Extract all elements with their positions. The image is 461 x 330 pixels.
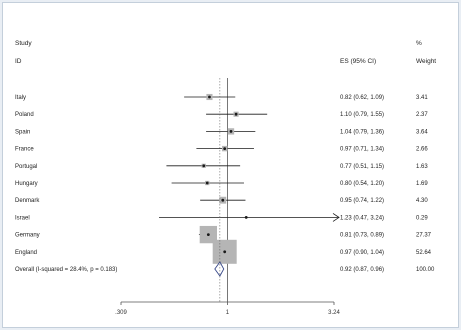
- header-weight: Weight: [416, 58, 436, 65]
- study-label: Hungary: [15, 181, 38, 187]
- es-ci-text: 0.95 (0.74, 1.22): [340, 198, 384, 204]
- overall-label: Overall (I-squared = 28.4%, p = 0.183): [15, 267, 117, 273]
- plot-layer: Italy 0.82 (0.62, 1.09) 3.41 Poland 1.10 (0.…: [15, 78, 435, 316]
- point-estimate: [244, 216, 248, 219]
- weight-text: 2.37: [416, 112, 428, 118]
- overall-es-ci-text: 0.92 (0.87, 0.96): [340, 267, 384, 273]
- es-ci-text: 0.97 (0.71, 1.34): [340, 147, 384, 153]
- weight-text: 4.30: [416, 198, 428, 204]
- ci-arrow: [332, 213, 340, 222]
- es-ci-text: 0.81 (0.73, 0.89): [340, 233, 384, 239]
- es-ci-text: 0.80 (0.54, 1.20): [340, 181, 384, 187]
- overall-diamond: [214, 261, 225, 277]
- x-tick-label: 3.24: [328, 310, 340, 316]
- x-tick-label: .309: [115, 310, 127, 316]
- header-study: Study: [15, 40, 32, 47]
- weight-text: 3.41: [416, 95, 428, 101]
- weight-text: 1.63: [416, 164, 428, 170]
- weight-text: 1.69: [416, 181, 428, 187]
- es-ci-text: 0.97 (0.90, 1.04): [340, 250, 384, 256]
- study-label: England: [15, 250, 37, 256]
- study-label: Spain: [15, 129, 30, 135]
- weight-text: 2.66: [416, 147, 428, 153]
- weight-text: 27.37: [416, 233, 432, 239]
- weight-text: 0.29: [416, 215, 428, 221]
- point-estimate: [208, 95, 211, 99]
- point-estimate: [221, 198, 225, 202]
- study-label: Denmark: [15, 198, 40, 204]
- point-estimate: [234, 112, 238, 116]
- point-estimate: [223, 250, 227, 254]
- point-estimate: [229, 130, 233, 133]
- point-estimate: [205, 181, 209, 185]
- study-label: Poland: [15, 112, 34, 118]
- es-ci-text: 0.77 (0.51, 1.15): [340, 164, 384, 170]
- es-ci-text: 1.23 (0.47, 3.24): [340, 215, 384, 221]
- study-label: Italy: [15, 95, 26, 101]
- forest-plot-frame: [2, 2, 459, 328]
- study-label: Israel: [15, 215, 30, 221]
- point-estimate: [206, 233, 210, 237]
- header-es: ES (95% CI): [340, 58, 376, 65]
- weight-text: 52.64: [416, 250, 432, 256]
- study-label: Portugal: [15, 164, 37, 170]
- study-label: Germany: [15, 233, 40, 239]
- overall-weight-text: 100.00: [416, 267, 435, 273]
- point-estimate: [223, 147, 227, 151]
- es-ci-text: 1.04 (0.79, 1.36): [340, 129, 384, 135]
- es-ci-text: 0.82 (0.62, 1.09): [340, 95, 384, 101]
- header-id: ID: [15, 58, 22, 65]
- point-estimate: [202, 164, 206, 168]
- header-weight-percent: %: [416, 40, 422, 47]
- weight-text: 3.64: [416, 129, 428, 135]
- study-label: France: [15, 147, 34, 153]
- x-tick-label: 1: [226, 310, 230, 316]
- es-ci-text: 1.10 (0.79, 1.55): [340, 112, 384, 118]
